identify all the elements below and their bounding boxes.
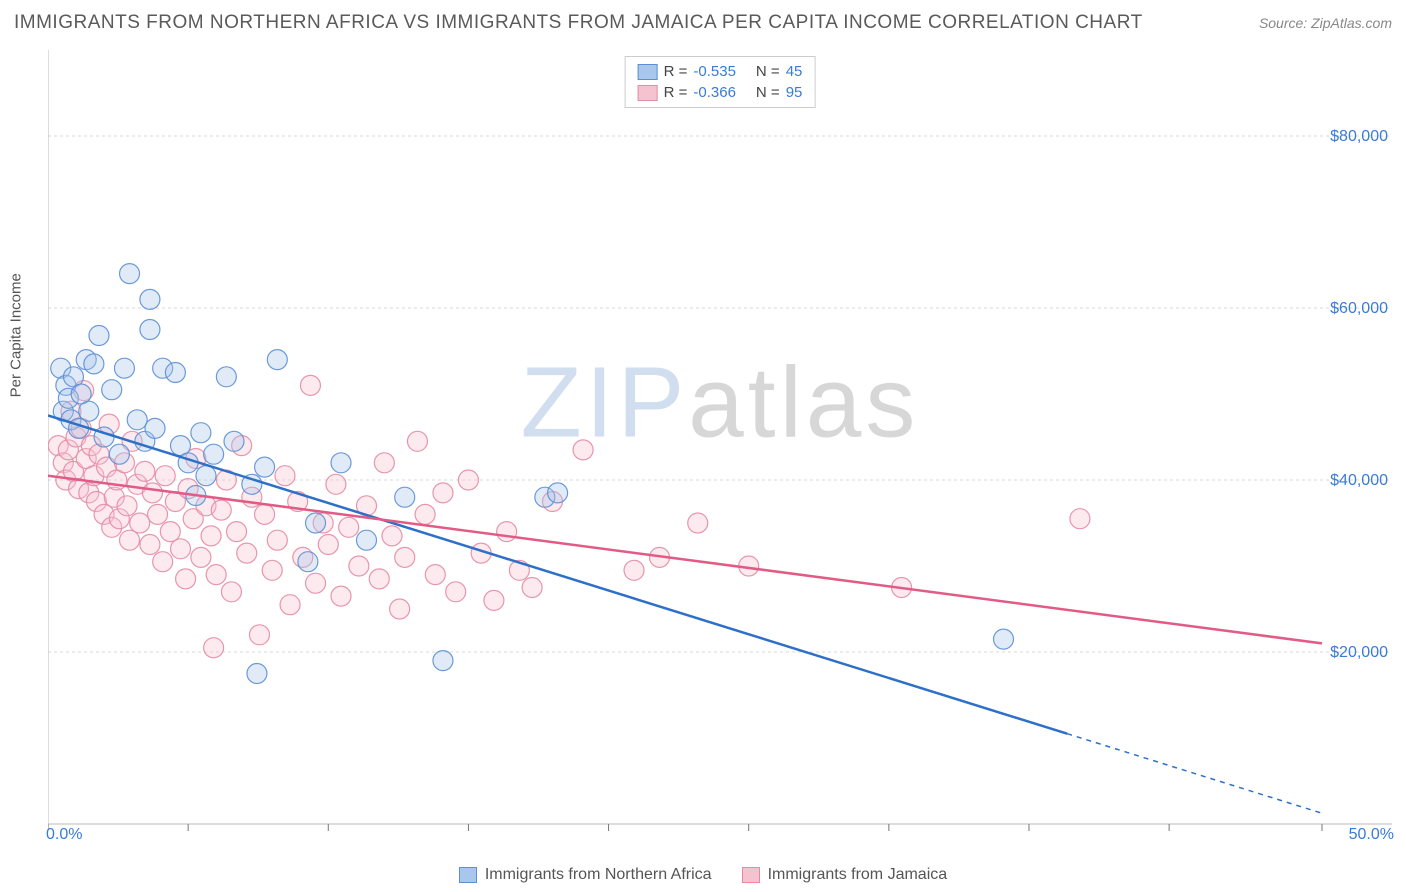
svg-text:$20,000: $20,000 [1330,644,1388,661]
r-label: R = [664,84,688,101]
legend-label-0: Immigrants from Northern Africa [485,866,712,884]
legend-swatch-1 [638,85,658,101]
svg-text:$40,000: $40,000 [1330,472,1388,489]
y-axis-label: Per Capita Income [8,273,25,397]
n-value-1: 95 [786,84,803,101]
legend-swatch-0 [638,64,658,80]
legend-label-1: Immigrants from Jamaica [768,866,948,884]
r-label: R = [664,63,688,80]
legend-stats: R = -0.535 N = 45 R = -0.366 N = 95 [625,56,816,108]
source-attribution: Source: ZipAtlas.com [1259,15,1392,31]
n-label: N = [756,63,780,80]
svg-text:$80,000: $80,000 [1330,128,1388,145]
r-value-0: -0.535 [693,63,736,80]
legend-item-0: Immigrants from Northern Africa [459,866,712,884]
legend-series: Immigrants from Northern Africa Immigran… [0,866,1406,884]
svg-text:$60,000: $60,000 [1330,300,1388,317]
legend-bottom-swatch-1 [742,867,760,883]
x-min-label: 0.0% [46,826,82,844]
legend-item-1: Immigrants from Jamaica [742,866,948,884]
legend-stats-row-0: R = -0.535 N = 45 [638,61,803,82]
n-label: N = [756,84,780,101]
chart-title: IMMIGRANTS FROM NORTHERN AFRICA VS IMMIG… [14,12,1143,34]
chart-area: Per Capita Income ZIPatlas $20,000$40,00… [48,50,1392,852]
legend-stats-row-1: R = -0.366 N = 95 [638,82,803,103]
title-bar: IMMIGRANTS FROM NORTHERN AFRICA VS IMMIG… [14,12,1392,34]
scatter-plot: $20,000 $40,000 $60,000 $80,000 [48,50,1392,852]
x-max-label: 50.0% [1349,826,1394,844]
legend-bottom-swatch-0 [459,867,477,883]
n-value-0: 45 [786,63,803,80]
r-value-1: -0.366 [693,84,736,101]
